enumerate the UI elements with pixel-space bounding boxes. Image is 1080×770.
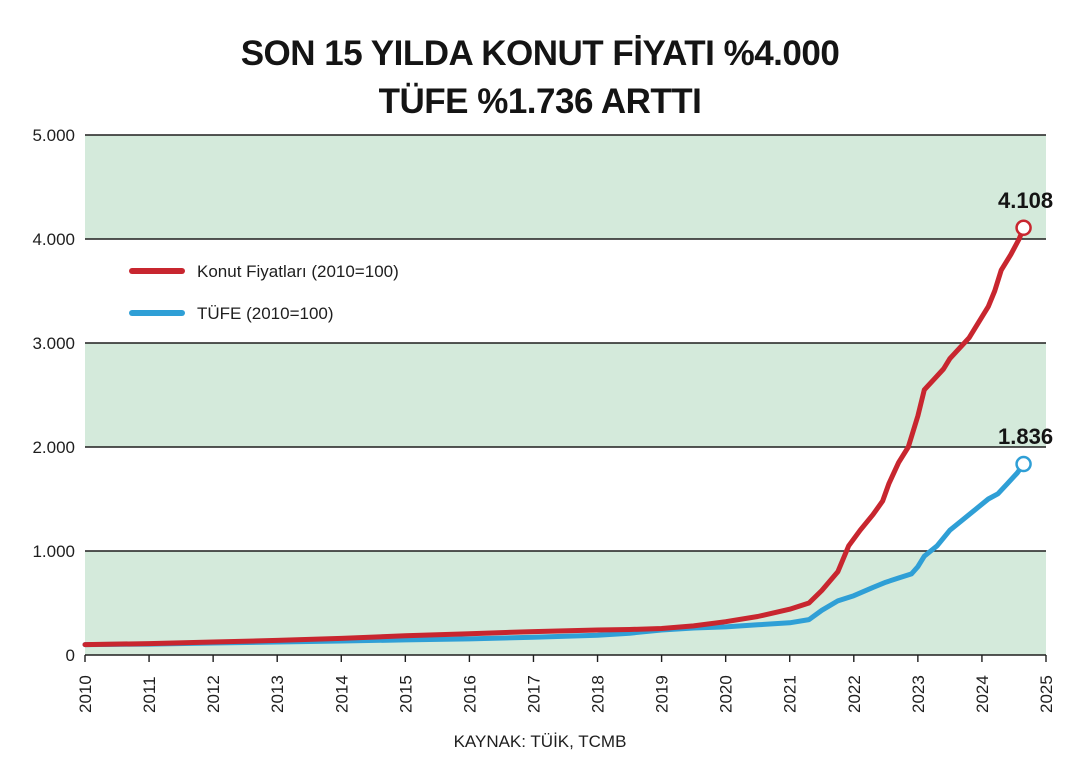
x-tick-label: 2024 — [973, 675, 992, 713]
plot-band — [85, 343, 1046, 447]
chart-title-line1: SON 15 YILDA KONUT FİYATI %4.000 — [240, 34, 840, 73]
chart-title-line2: TÜFE %1.736 ARTTI — [378, 82, 702, 121]
x-tick-label: 2020 — [717, 675, 736, 713]
y-tick-label: 2.000 — [32, 438, 75, 457]
x-tick-label: 2022 — [845, 675, 864, 713]
x-tick-label: 2018 — [589, 675, 608, 713]
series-line-tufe — [82, 461, 1027, 648]
x-tick-label: 2019 — [653, 675, 672, 713]
x-tick-label: 2011 — [140, 676, 159, 713]
y-tick-label: 5.000 — [32, 126, 75, 145]
legend-label-konut: Konut Fiyatları (2010=100) — [197, 262, 399, 281]
x-tick-label: 2016 — [460, 675, 479, 713]
x-tick-label: 2015 — [396, 675, 415, 713]
x-tick-label: 2021 — [781, 675, 800, 713]
x-tick-label: 2014 — [332, 675, 351, 713]
legend-label-tufe: TÜFE (2010=100) — [197, 304, 334, 323]
source-note: KAYNAK: TÜİK, TCMB — [453, 732, 627, 751]
x-tick-label: 2025 — [1037, 675, 1056, 713]
series-line-konut — [82, 225, 1027, 648]
y-tick-label: 1.000 — [32, 542, 75, 561]
x-tick-label: 2017 — [524, 675, 543, 713]
end-marker-konut — [1015, 219, 1032, 237]
end-value-label-konut: 4.108 — [998, 188, 1053, 213]
x-tick-label: 2023 — [909, 675, 928, 713]
y-tick-label: 4.000 — [32, 230, 75, 249]
end-marker-tufe — [1015, 455, 1032, 473]
x-tick-label: 2013 — [268, 675, 287, 713]
plot-band — [85, 135, 1046, 239]
x-tick-label: 2012 — [204, 675, 223, 713]
y-tick-label: 0 — [66, 646, 75, 665]
end-value-label-tufe: 1.836 — [998, 424, 1053, 449]
x-tick-label: 2010 — [76, 675, 95, 713]
y-tick-label: 3.000 — [32, 334, 75, 353]
